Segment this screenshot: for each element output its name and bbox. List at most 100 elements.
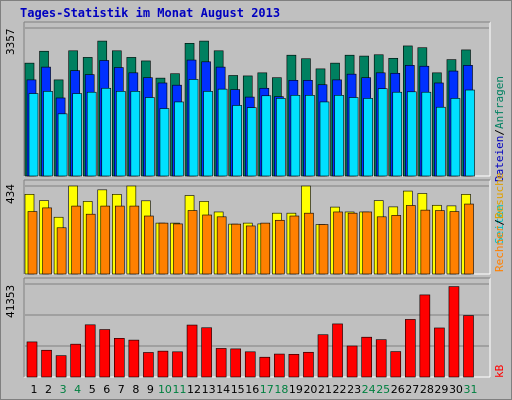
bar-kb-24 <box>361 336 372 378</box>
day-label-8: 8 <box>132 383 139 396</box>
day-label-2: 2 <box>45 383 52 396</box>
right-label-bottom: kB <box>493 365 506 378</box>
bar-rechner-17 <box>260 222 271 275</box>
bar-rechner-8 <box>129 205 140 275</box>
bar-kb-19 <box>288 353 300 378</box>
bar-seiten-9 <box>145 97 155 177</box>
bar-rechner-25 <box>376 216 387 275</box>
day-label-15: 15 <box>231 383 245 396</box>
bar-kb-31 <box>463 315 474 378</box>
bar-rechner-20 <box>304 212 314 275</box>
bar-kb-9 <box>143 352 154 378</box>
bar-rechner-21 <box>318 224 329 275</box>
bar-rechner-2 <box>42 207 52 275</box>
bar-rechner-3 <box>56 227 67 275</box>
legend-anfragen: Anfragen <box>493 76 506 130</box>
bar-rechner-15 <box>231 223 241 275</box>
day-label-24: 24 <box>362 383 376 396</box>
bar-rechner-11 <box>173 223 183 275</box>
bar-seiten-2 <box>43 91 53 177</box>
bar-seiten-4 <box>72 93 82 177</box>
chart-title: Tages-Statistik im Monat August 2013 <box>20 6 281 20</box>
bar-seiten-13 <box>203 91 213 177</box>
day-label-4: 4 <box>74 383 81 396</box>
day-label-26: 26 <box>391 383 405 396</box>
day-label-7: 7 <box>118 383 125 396</box>
bar-rechner-19 <box>289 215 300 275</box>
day-label-11: 11 <box>173 383 187 396</box>
bar-kb-1 <box>26 341 38 378</box>
bar-seiten-8 <box>130 91 141 177</box>
bar-seiten-15 <box>232 105 242 177</box>
day-label-3: 3 <box>60 383 67 396</box>
bar-kb-22 <box>332 323 343 378</box>
bar-kb-30 <box>448 286 460 378</box>
bar-seiten-20 <box>305 95 315 177</box>
bar-kb-11 <box>172 351 183 378</box>
day-label-30: 30 <box>449 383 463 396</box>
bar-kb-3 <box>55 355 67 378</box>
bar-rechner-13 <box>202 214 212 275</box>
day-label-28: 28 <box>420 383 434 396</box>
bar-rechner-14 <box>216 216 227 275</box>
bar-kb-6 <box>99 329 111 378</box>
bar-kb-8 <box>128 339 140 378</box>
bar-seiten-6 <box>101 87 112 177</box>
bar-kb-29 <box>434 327 445 378</box>
bar-seiten-21 <box>319 101 330 177</box>
bar-rechner-30 <box>449 211 460 275</box>
bar-kb-4 <box>70 343 81 378</box>
bar-kb-20 <box>303 351 314 378</box>
bar-seiten-7 <box>116 91 126 177</box>
bar-kb-27 <box>404 319 416 378</box>
bar-kb-25 <box>375 339 387 378</box>
bar-seiten-17 <box>261 95 272 177</box>
day-label-16: 16 <box>245 383 259 396</box>
day-label-1: 1 <box>31 383 38 396</box>
bar-seiten-19 <box>290 95 301 177</box>
bar-kb-2 <box>41 349 52 378</box>
bar-kb-5 <box>84 324 96 378</box>
bar-kb-15 <box>230 348 241 378</box>
bar-rechner-29 <box>435 210 445 275</box>
day-label-31: 31 <box>464 383 478 396</box>
bar-seiten-23 <box>348 97 359 177</box>
day-label-18: 18 <box>274 383 288 396</box>
bar-rechner-26 <box>391 215 402 275</box>
bar-seiten-28 <box>421 91 432 177</box>
ymax-label-bottom: 41353 <box>4 284 17 318</box>
bar-seiten-5 <box>86 91 97 177</box>
bar-seiten-16 <box>246 107 257 177</box>
bar-rechner-1 <box>27 211 38 275</box>
day-label-20: 20 <box>303 383 317 396</box>
day-label-29: 29 <box>434 383 448 396</box>
bar-kb-17 <box>259 356 271 378</box>
day-label-17: 17 <box>260 383 274 396</box>
day-label-19: 19 <box>289 383 303 396</box>
day-label-25: 25 <box>376 383 390 396</box>
day-label-9: 9 <box>147 383 154 396</box>
bar-seiten-24 <box>363 98 373 177</box>
day-label-10: 10 <box>158 383 172 396</box>
bar-rechner-12 <box>187 210 198 275</box>
bar-rechner-7 <box>115 205 125 275</box>
right-label-top: Dateien/Anfragen <box>493 76 506 182</box>
legend-sep-1: / <box>493 129 506 136</box>
day-label-27: 27 <box>405 383 419 396</box>
day-label-6: 6 <box>103 383 110 396</box>
bar-rechner-4 <box>71 205 81 275</box>
day-label-22: 22 <box>333 383 347 396</box>
bar-rechner-22 <box>333 211 343 275</box>
day-label-21: 21 <box>318 383 332 396</box>
bar-seiten-14 <box>217 88 228 177</box>
bar-rechner-18 <box>275 219 285 275</box>
bar-kb-12 <box>186 324 198 378</box>
bar-seiten-26 <box>392 91 403 177</box>
bar-rechner-16 <box>245 225 256 275</box>
bar-seiten-18 <box>276 98 286 177</box>
legend-besuche: Besuche <box>493 172 506 220</box>
legend-sep-2: / <box>493 219 506 226</box>
bar-kb-10 <box>157 350 169 378</box>
bar-seiten-11 <box>174 101 184 177</box>
